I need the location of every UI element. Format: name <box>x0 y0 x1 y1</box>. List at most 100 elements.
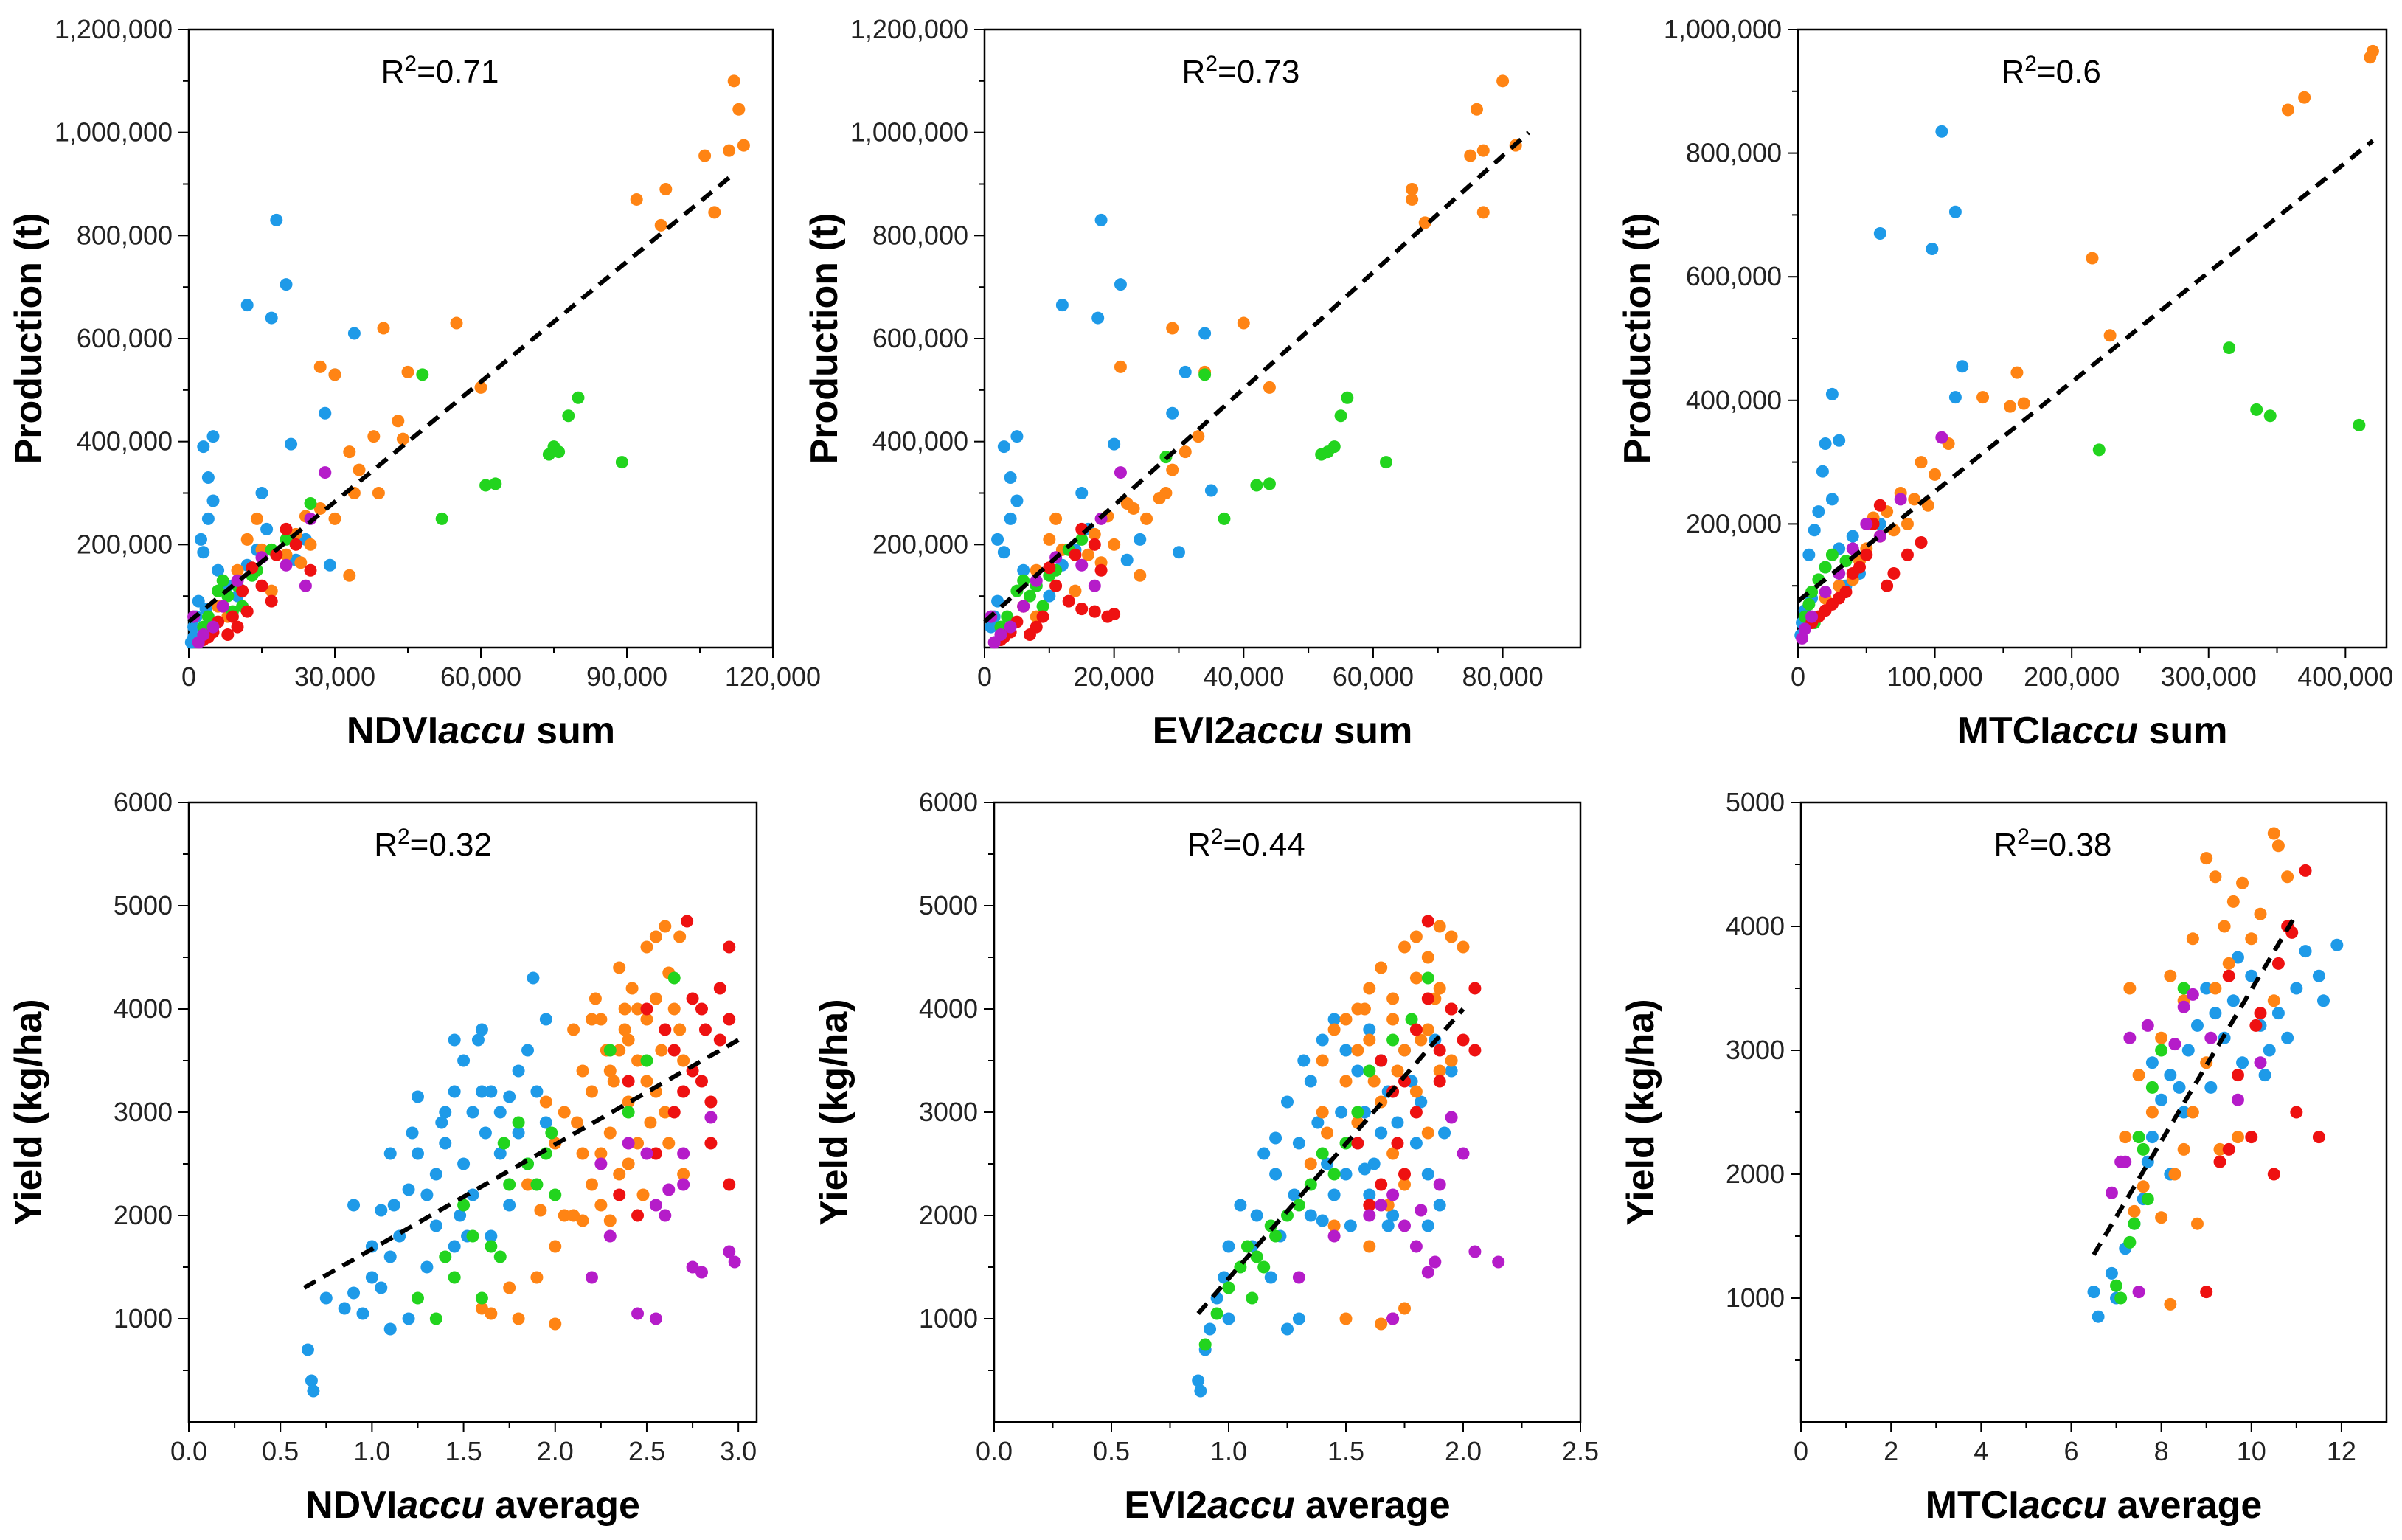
y-tick-label: 200,000 <box>77 529 173 559</box>
data-point <box>1327 1168 1341 1181</box>
data-point <box>2010 366 2024 379</box>
x-tick-label: 0.5 <box>1093 1436 1130 1466</box>
x-tick-label: 80,000 <box>1462 662 1544 692</box>
data-point <box>1846 530 1859 543</box>
data-point <box>1976 391 1990 404</box>
data-point <box>603 1229 617 1243</box>
y-tick-label: 5000 <box>1726 787 1785 817</box>
data-point <box>1808 524 1821 537</box>
data-point <box>1250 1250 1263 1263</box>
data-point <box>677 1147 690 1160</box>
data-point <box>383 1250 397 1263</box>
data-point <box>2110 1279 2123 1292</box>
data-point <box>485 1085 498 1098</box>
data-point <box>585 1013 598 1026</box>
data-point <box>1935 431 1948 444</box>
y-tick-label: 4000 <box>919 993 978 1024</box>
y-tick-label: 600,000 <box>77 323 173 353</box>
data-point <box>631 1307 645 1320</box>
data-point <box>1017 600 1030 613</box>
data-point <box>201 610 215 623</box>
data-point <box>1433 1075 1446 1088</box>
x-tick-label: 2.0 <box>1445 1436 1482 1466</box>
data-point <box>240 605 254 618</box>
x-tick-label: 0 <box>1794 1436 1808 1466</box>
data-point <box>1134 533 1147 546</box>
data-point <box>640 1054 653 1067</box>
data-point <box>1316 1033 1329 1047</box>
data-point <box>2254 1056 2267 1069</box>
data-point <box>475 1291 488 1305</box>
x-tick-label: 4 <box>1974 1436 1988 1466</box>
data-point <box>539 1095 552 1109</box>
x-axis-title: NDVIaccu average <box>305 1484 640 1527</box>
data-point <box>1363 1033 1376 1047</box>
data-point <box>1375 1054 1388 1067</box>
data-point <box>1327 1013 1341 1026</box>
data-point <box>649 1199 662 1212</box>
data-point <box>1398 1302 1411 1315</box>
data-point <box>1010 494 1024 507</box>
data-point <box>485 1229 498 1243</box>
data-point <box>594 1013 608 1026</box>
data-point <box>1476 144 1490 157</box>
data-point <box>402 1183 415 1196</box>
data-point <box>618 1002 631 1016</box>
data-point <box>1339 1013 1353 1026</box>
data-point <box>1234 1199 1247 1212</box>
data-point <box>435 1116 448 1129</box>
data-point <box>1292 1312 1305 1325</box>
data-point <box>512 1312 525 1325</box>
data-point <box>567 1209 580 1222</box>
data-point <box>1825 387 1839 400</box>
data-point <box>1218 512 1231 525</box>
data-point <box>2137 1180 2150 1193</box>
data-point <box>1088 605 1101 618</box>
data-point <box>1391 1116 1404 1129</box>
data-point <box>1948 205 1962 218</box>
data-point <box>1492 1255 1505 1269</box>
data-point <box>1457 940 1470 954</box>
data-point <box>2209 982 2222 995</box>
data-point <box>585 1271 598 1284</box>
data-point <box>1264 1271 1277 1284</box>
data-point <box>1476 206 1490 219</box>
data-point <box>1043 533 1056 546</box>
data-point <box>280 548 293 561</box>
data-point <box>2186 988 2199 1001</box>
data-point <box>1935 125 1948 138</box>
data-point <box>206 430 220 443</box>
data-point <box>695 1002 708 1016</box>
data-point <box>2164 1297 2177 1311</box>
data-point <box>723 1178 736 1191</box>
data-point <box>695 1266 708 1279</box>
x-axis-title: NDVIaccu sum <box>347 710 615 752</box>
data-point <box>2222 969 2235 982</box>
data-point <box>2190 1019 2204 1032</box>
data-point <box>631 1054 645 1067</box>
data-point <box>1240 1240 1254 1253</box>
data-point <box>1030 574 1043 587</box>
regression-line <box>1797 139 2375 603</box>
x-tick-label: 1.5 <box>445 1436 482 1466</box>
data-point <box>708 206 721 219</box>
data-point <box>2209 870 2222 884</box>
y-tick-label: 1000 <box>1726 1283 1785 1313</box>
data-point <box>1386 1013 1400 1026</box>
data-point <box>1860 517 1873 530</box>
data-point <box>991 533 1004 546</box>
data-point <box>673 1023 687 1036</box>
data-point <box>1421 1023 1434 1036</box>
data-point <box>1134 569 1147 582</box>
data-point <box>1367 1075 1381 1088</box>
data-point <box>1004 471 1017 485</box>
data-point <box>521 1044 535 1057</box>
data-point <box>250 512 263 525</box>
data-point <box>1819 586 1832 599</box>
data-point <box>1166 463 1179 476</box>
data-point <box>2223 341 2236 355</box>
data-point <box>631 1137 645 1150</box>
data-point <box>681 915 694 928</box>
data-point <box>2218 920 2231 933</box>
